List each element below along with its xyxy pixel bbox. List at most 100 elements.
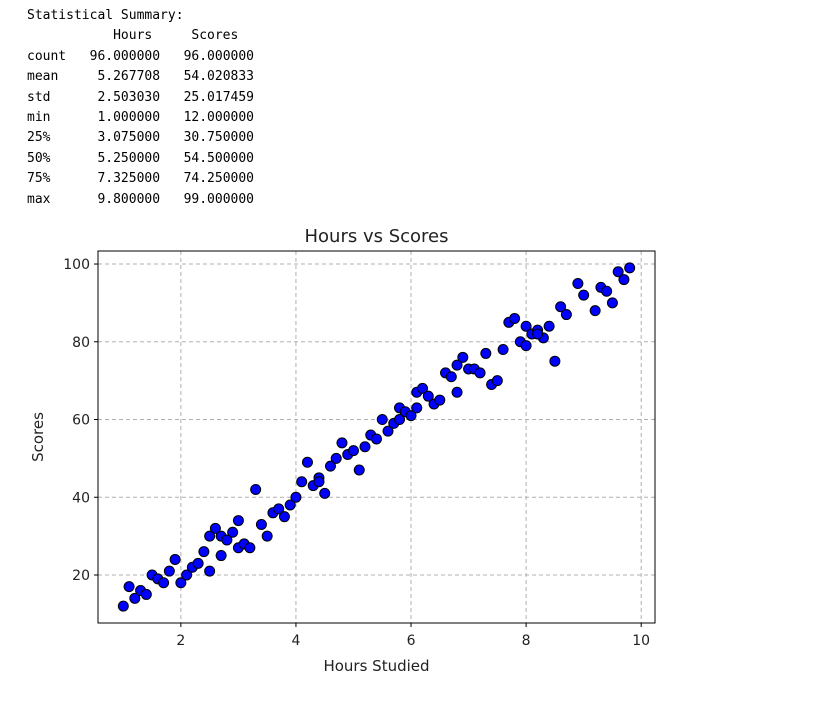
data-point [250, 483, 262, 495]
data-point [158, 577, 170, 589]
data-point [394, 414, 406, 426]
data-point [301, 456, 313, 468]
data-point [319, 487, 331, 499]
hours-value: 1.000000 [97, 109, 161, 125]
data-point [543, 320, 555, 332]
scores-value: 54.020833 [183, 69, 255, 85]
data-point [163, 565, 175, 577]
row-label: count [27, 48, 67, 64]
data-point [555, 301, 567, 313]
data-point [123, 581, 135, 593]
hours-value: 5.267708 [97, 69, 161, 85]
y-tick-label: 20 [72, 568, 90, 584]
data-point [405, 410, 417, 422]
scores-value: 25.017459 [183, 89, 255, 105]
row-label: max [27, 191, 51, 207]
scatter-chart: 2 4 6 8 10 20 40 60 80 100 Hours vs Scores Hours … [0, 218, 700, 693]
column-header-hours: Hours [113, 28, 153, 44]
column-header-scores: Scores [191, 28, 239, 44]
data-points [117, 262, 636, 612]
data-point [445, 371, 457, 383]
row-label: std [27, 89, 51, 105]
data-point [244, 542, 256, 554]
data-point [497, 344, 509, 356]
grid [98, 251, 655, 623]
data-point [284, 499, 296, 511]
row-label: mean [27, 69, 59, 85]
data-point [313, 476, 325, 488]
plot-frame [97, 250, 656, 624]
summary-row: 25% 3.075000 30.750000 [27, 128, 254, 148]
data-point [273, 503, 285, 515]
data-point [457, 351, 469, 363]
x-tick-label: 6 [407, 633, 416, 649]
data-point [353, 464, 365, 476]
summary-row: max 9.800000 99.000000 [27, 190, 254, 210]
summary-row: std 2.503030 25.017459 [27, 88, 254, 108]
x-tick-label: 2 [176, 633, 185, 649]
data-point [451, 359, 463, 371]
y-tick-label: 60 [72, 413, 90, 429]
scores-value: 96.000000 [183, 48, 255, 64]
data-point [612, 266, 624, 278]
data-point [181, 569, 193, 581]
scatter-plot-svg: 2 4 6 8 10 20 40 60 80 100 Hours vs Scores Hours … [29, 226, 656, 675]
data-point [509, 312, 521, 324]
data-point [324, 460, 336, 472]
data-point [232, 515, 244, 527]
x-tick-label: 10 [632, 633, 650, 649]
row-label: 75% [27, 171, 51, 187]
scores-value: 30.750000 [183, 130, 255, 146]
scores-value: 54.500000 [183, 150, 255, 166]
summary-row: mean 5.267708 54.020833 [27, 67, 254, 87]
statistical-summary: Statistical Summary: Hours Scores count … [27, 6, 254, 210]
data-point [204, 565, 216, 577]
data-point [549, 355, 561, 367]
x-tick-label: 8 [522, 633, 531, 649]
data-point [532, 328, 544, 340]
y-tick-label: 100 [63, 257, 90, 273]
y-tick-label: 80 [72, 335, 90, 351]
data-point [382, 425, 394, 437]
data-point [589, 305, 601, 317]
data-point [175, 577, 187, 589]
hours-value: 96.000000 [89, 48, 161, 64]
data-point [129, 592, 141, 604]
data-point [417, 382, 429, 394]
data-point [572, 277, 584, 289]
summary-rows: count 96.000000 96.000000 mean 5.267708 5… [27, 47, 254, 210]
data-point [169, 553, 181, 565]
summary-header-row: Hours Scores [27, 26, 254, 46]
data-point [434, 394, 446, 406]
data-point [261, 530, 273, 542]
data-point [376, 414, 388, 426]
data-point [192, 557, 204, 569]
hours-value: 2.503030 [97, 89, 161, 105]
data-point [422, 390, 434, 402]
summary-heading: Statistical Summary: [27, 8, 184, 23]
scores-value: 74.250000 [183, 171, 255, 187]
data-point [578, 289, 590, 301]
scores-value: 12.000000 [183, 109, 255, 125]
data-point [347, 445, 359, 457]
data-point [359, 441, 371, 453]
data-point [255, 518, 267, 530]
x-axis-label: Hours Studied [323, 657, 429, 675]
data-point [618, 274, 630, 286]
x-tick-label: 4 [291, 633, 300, 649]
data-point [290, 491, 302, 503]
hours-value: 9.800000 [97, 191, 161, 207]
row-label: 50% [27, 150, 51, 166]
chart-title: Hours vs Scores [305, 226, 449, 247]
hours-value: 5.250000 [97, 150, 161, 166]
data-point [491, 375, 503, 387]
data-point [209, 522, 221, 534]
data-point [371, 433, 382, 445]
data-point [215, 550, 227, 562]
data-point [520, 340, 532, 352]
data-point [330, 452, 342, 464]
hours-value: 3.075000 [97, 130, 161, 146]
data-point [601, 285, 613, 297]
data-point [606, 297, 618, 309]
hours-value: 7.325000 [97, 171, 161, 187]
